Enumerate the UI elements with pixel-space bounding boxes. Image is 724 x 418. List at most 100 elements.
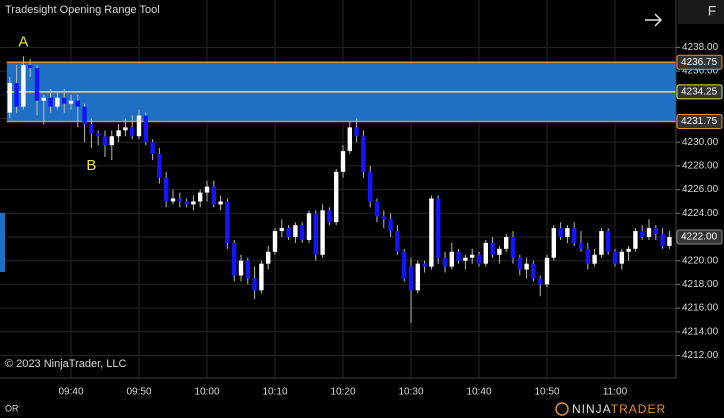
- candle-body: [252, 278, 257, 291]
- candle-body: [381, 216, 386, 220]
- side-tab[interactable]: [0, 213, 5, 272]
- y-tick-label: 4228.00: [682, 161, 719, 172]
- candle-body: [75, 100, 80, 107]
- candle-body: [164, 177, 169, 202]
- logo-icon: [555, 402, 569, 416]
- candle-body: [606, 231, 611, 252]
- candle-body: [293, 225, 298, 237]
- candle-body: [415, 263, 420, 291]
- y-tick-label: 4236.00: [682, 66, 719, 77]
- candle-body: [320, 210, 325, 255]
- candle-body: [640, 231, 645, 237]
- candle-body: [109, 136, 114, 146]
- candle-body: [599, 231, 604, 255]
- candle-body: [354, 127, 359, 137]
- candle-body: [279, 228, 284, 232]
- x-tick-label: 11:00: [603, 387, 628, 398]
- x-tick-label: 09:40: [58, 387, 83, 398]
- candle-body: [340, 151, 346, 172]
- candle-body: [402, 251, 407, 279]
- candle-body: [524, 263, 529, 270]
- candle-body: [551, 228, 556, 258]
- copyright: © 2023 NinjaTrader, LLC: [5, 358, 126, 370]
- candle-body: [538, 278, 543, 285]
- candle-body: [259, 263, 264, 291]
- y-tick-label: 4238.00: [682, 42, 719, 53]
- candle-body: [327, 210, 332, 223]
- toolbar-button[interactable]: [678, 0, 724, 24]
- candle-body: [184, 201, 189, 205]
- candle-body: [96, 133, 101, 137]
- candle-body: [34, 68, 40, 101]
- candle-body: [463, 257, 468, 261]
- candle-body: [21, 65, 26, 107]
- candle-body: [211, 186, 216, 205]
- candle-body: [544, 257, 550, 285]
- candle-body: [646, 228, 652, 237]
- logo: NINJATRADER: [572, 402, 666, 416]
- y-tick-label: 4216.00: [682, 303, 719, 314]
- candle-body: [347, 127, 352, 152]
- candle-body: [218, 201, 223, 205]
- candle-body: [531, 263, 536, 279]
- candle-body: [619, 251, 624, 264]
- candle-body: [130, 127, 135, 137]
- candle-body: [388, 219, 393, 232]
- candle-body: [198, 192, 203, 202]
- candle-body: [368, 171, 373, 202]
- candle-body: [204, 186, 210, 193]
- candle-body: [374, 201, 380, 217]
- arrow-icon[interactable]: [645, 13, 663, 27]
- x-tick-label: 10:20: [330, 387, 355, 398]
- x-tick-label: 10:50: [534, 387, 559, 398]
- candle-body: [136, 115, 142, 137]
- tab-label[interactable]: OR: [5, 403, 19, 413]
- candle-body: [633, 231, 638, 249]
- candle-body: [14, 82, 19, 107]
- candle-body: [436, 198, 441, 258]
- candle-body: [578, 242, 584, 249]
- x-tick-label: 10:30: [398, 387, 423, 398]
- x-tick-label: 09:50: [126, 387, 151, 398]
- x-tick-label: 10:00: [194, 387, 219, 398]
- candle-body: [191, 201, 196, 205]
- footer: [0, 400, 724, 418]
- candle-body: [442, 257, 448, 267]
- y-tick-label: 4220.00: [682, 255, 719, 266]
- candle-body: [510, 236, 516, 258]
- price-marker: [676, 229, 723, 245]
- candle-body: [123, 127, 128, 131]
- candle-body: [470, 254, 475, 258]
- plot: [6, 56, 677, 323]
- x-tick-label: 10:10: [262, 387, 287, 398]
- candle-body: [667, 236, 672, 246]
- price-marker-label: 4234.25: [681, 86, 718, 97]
- candle-body: [653, 228, 658, 235]
- candle-body: [286, 228, 291, 237]
- candle-body: [483, 242, 488, 264]
- candle-body: [660, 234, 665, 246]
- candle-body: [232, 242, 237, 276]
- y-tick-label: 4230.00: [682, 137, 719, 148]
- candle-body: [497, 248, 502, 255]
- candle-body: [116, 130, 121, 137]
- toolbar-button-label[interactable]: F: [708, 3, 717, 19]
- candle-body: [612, 251, 618, 264]
- candle-body: [150, 142, 155, 155]
- candle-body: [592, 254, 597, 264]
- candle-body: [408, 266, 414, 291]
- candle-body: [306, 213, 312, 240]
- price-marker: [676, 54, 723, 70]
- y-tick-label: 4226.00: [682, 184, 719, 195]
- candle-body: [361, 136, 366, 172]
- candle-body: [68, 100, 74, 104]
- candle-body: [395, 231, 400, 252]
- candle-body: [170, 198, 176, 202]
- logo-part: TRADER: [611, 402, 666, 416]
- candle-body: [517, 257, 522, 270]
- candle-body: [429, 198, 434, 267]
- candle-body: [28, 65, 33, 69]
- candle-body: [456, 251, 461, 261]
- candle-body: [572, 228, 577, 243]
- price-marker-label: 4231.75: [681, 116, 718, 127]
